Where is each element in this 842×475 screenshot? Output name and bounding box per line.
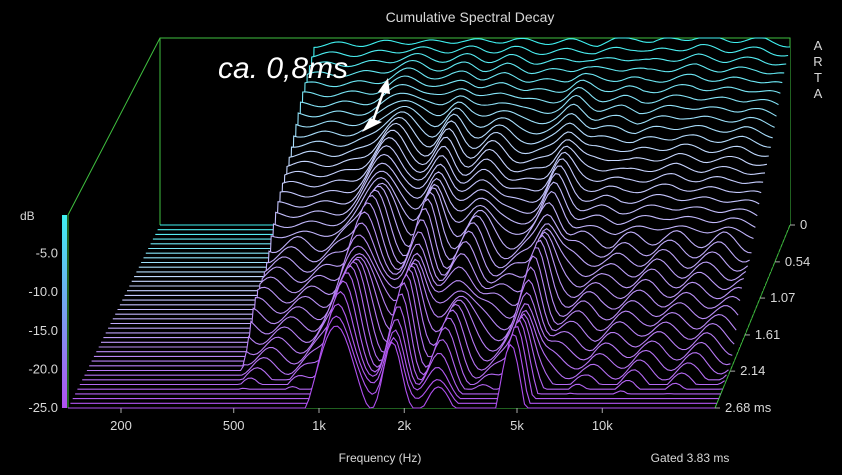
z-tick-label: 0 [800, 217, 807, 232]
z-tick-label: 0.54 [785, 254, 810, 269]
z-tick-label: 2.68 ms [725, 400, 772, 415]
chart-title: Cumulative Spectral Decay [386, 9, 555, 25]
x-tick-label: 200 [110, 418, 132, 433]
x-axis-label: Frequency (Hz) [339, 451, 422, 465]
gated-time-label: Gated 3.83 ms [651, 451, 730, 465]
x-tick-label: 500 [223, 418, 245, 433]
y-tick-label: -20.0 [28, 361, 58, 376]
x-tick-label: 2k [397, 418, 411, 433]
x-tick-label: 10k [592, 418, 613, 433]
z-tick-label: 2.14 [740, 363, 765, 378]
y-tick-label: -10.0 [28, 284, 58, 299]
brand-letter: A [814, 86, 823, 101]
decay-annotation: ca. 0,8ms [218, 52, 348, 85]
x-tick-label: 5k [510, 418, 524, 433]
brand-letter: R [813, 54, 822, 69]
decay-slices [68, 38, 790, 408]
x-tick-label: 1k [312, 418, 326, 433]
color-scale-bar [62, 215, 67, 408]
y-tick-label: -5.0 [36, 246, 58, 261]
y-tick-label: -15.0 [28, 323, 58, 338]
brand-letter: T [814, 70, 822, 85]
z-tick-label: 1.07 [770, 290, 795, 305]
z-tick-label: 1.61 [755, 327, 780, 342]
brand-letter: A [814, 38, 823, 53]
y-axis-label: dB [20, 209, 35, 223]
y-tick-label: -25.0 [28, 400, 58, 415]
